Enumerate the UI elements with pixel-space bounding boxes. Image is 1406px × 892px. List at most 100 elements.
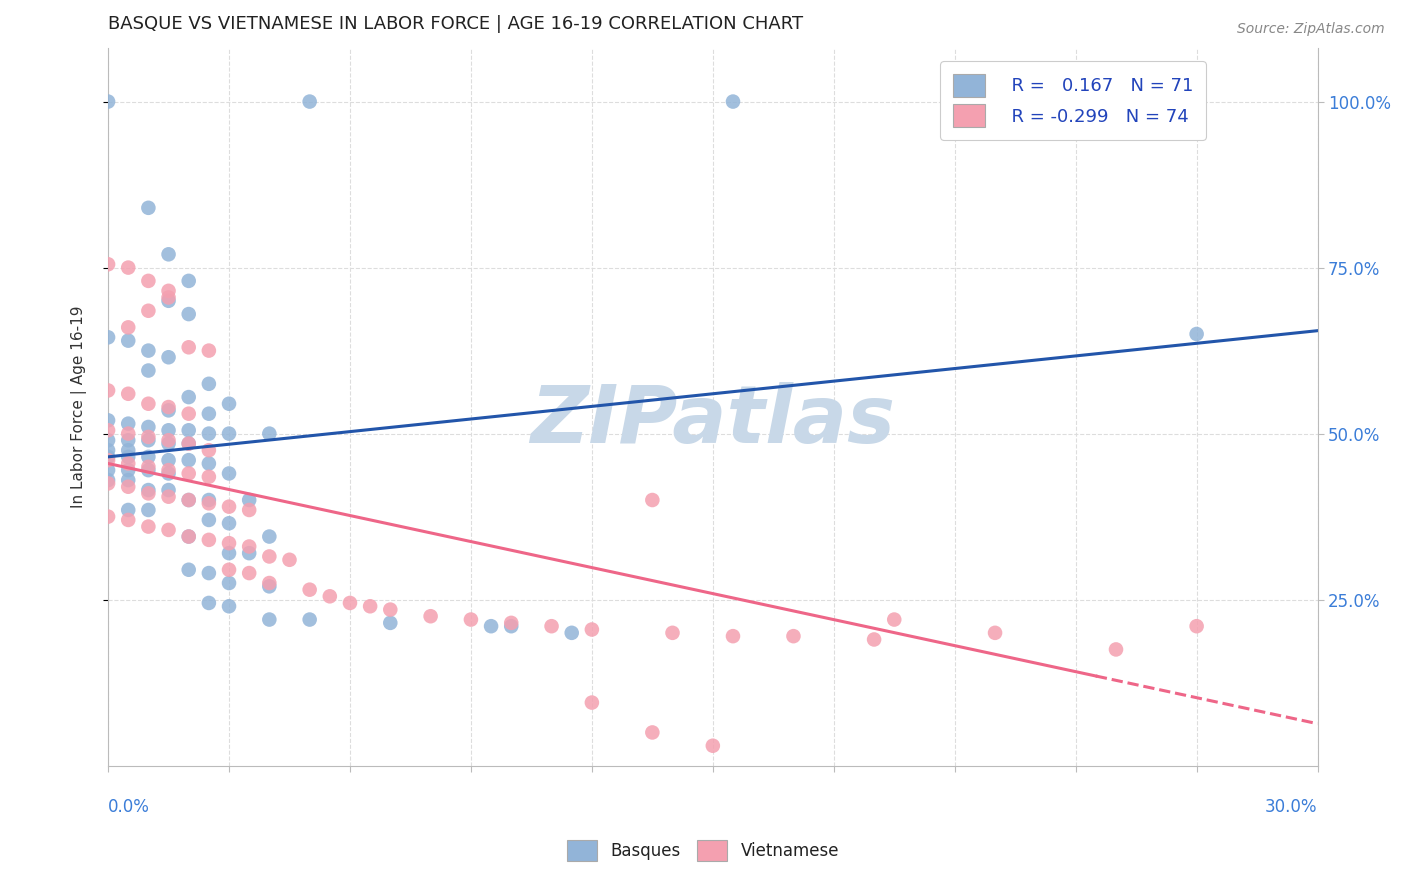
Point: [641, 493, 664, 508]
Point: [177, 530, 200, 544]
Point: [177, 563, 200, 577]
Text: ZIPatlas: ZIPatlas: [530, 383, 896, 460]
Point: [117, 473, 139, 487]
Point: [138, 201, 160, 215]
Point: [581, 696, 603, 710]
Point: [97, 434, 120, 448]
Point: [278, 553, 301, 567]
Point: [218, 536, 240, 550]
Point: [138, 397, 160, 411]
Legend:   R =   0.167   N = 71,   R = -0.299   N = 74: R = 0.167 N = 71, R = -0.299 N = 74: [941, 61, 1206, 140]
Point: [198, 426, 221, 441]
Point: [319, 590, 342, 604]
Point: [177, 453, 200, 467]
Point: [380, 602, 402, 616]
Point: [1185, 619, 1208, 633]
Point: [259, 576, 281, 591]
Point: [177, 307, 200, 321]
Point: [157, 423, 180, 437]
Point: [157, 400, 180, 414]
Point: [218, 397, 240, 411]
Point: [218, 516, 240, 531]
Point: [97, 257, 120, 271]
Point: [97, 453, 120, 467]
Point: [259, 426, 281, 441]
Point: [177, 493, 200, 508]
Point: [198, 470, 221, 484]
Point: [259, 549, 281, 564]
Point: [782, 629, 804, 643]
Point: [721, 95, 744, 109]
Point: [501, 619, 523, 633]
Point: [298, 95, 321, 109]
Point: [177, 436, 200, 450]
Point: [218, 546, 240, 560]
Point: [259, 530, 281, 544]
Point: [218, 426, 240, 441]
Text: 30.0%: 30.0%: [1265, 798, 1317, 816]
Point: [479, 619, 502, 633]
Point: [117, 334, 139, 348]
Point: [138, 274, 160, 288]
Point: [138, 459, 160, 474]
Point: [157, 490, 180, 504]
Point: [138, 420, 160, 434]
Point: [97, 423, 120, 437]
Point: [97, 384, 120, 398]
Point: [501, 615, 523, 630]
Point: [177, 493, 200, 508]
Point: [117, 450, 139, 464]
Point: [641, 725, 664, 739]
Point: [97, 450, 120, 464]
Point: [177, 390, 200, 404]
Point: [117, 417, 139, 431]
Point: [198, 343, 221, 358]
Point: [117, 463, 139, 477]
Point: [117, 386, 139, 401]
Point: [117, 513, 139, 527]
Point: [138, 519, 160, 533]
Point: [1105, 642, 1128, 657]
Point: [259, 579, 281, 593]
Point: [218, 563, 240, 577]
Point: [157, 463, 180, 477]
Point: [157, 523, 180, 537]
Point: [198, 376, 221, 391]
Point: [157, 436, 180, 450]
Point: [157, 453, 180, 467]
Point: [97, 330, 120, 344]
Point: [177, 436, 200, 450]
Point: [198, 513, 221, 527]
Point: [259, 613, 281, 627]
Point: [117, 434, 139, 448]
Point: [157, 247, 180, 261]
Point: [198, 407, 221, 421]
Text: BASQUE VS VIETNAMESE IN LABOR FORCE | AGE 16-19 CORRELATION CHART: BASQUE VS VIETNAMESE IN LABOR FORCE | AG…: [108, 15, 803, 33]
Point: [117, 426, 139, 441]
Point: [238, 540, 260, 554]
Point: [138, 483, 160, 497]
Point: [419, 609, 441, 624]
Point: [117, 480, 139, 494]
Point: [177, 530, 200, 544]
Point: [157, 284, 180, 298]
Point: [661, 625, 683, 640]
Point: [157, 293, 180, 308]
Point: [117, 260, 139, 275]
Point: [198, 533, 221, 547]
Point: [702, 739, 724, 753]
Point: [138, 486, 160, 500]
Text: 0.0%: 0.0%: [108, 798, 150, 816]
Point: [1185, 326, 1208, 341]
Point: [177, 467, 200, 481]
Point: [138, 503, 160, 517]
Point: [238, 546, 260, 560]
Point: [298, 613, 321, 627]
Point: [117, 320, 139, 334]
Point: [138, 463, 160, 477]
Point: [581, 623, 603, 637]
Point: [540, 619, 562, 633]
Point: [157, 290, 180, 304]
Point: [198, 493, 221, 508]
Point: [97, 473, 120, 487]
